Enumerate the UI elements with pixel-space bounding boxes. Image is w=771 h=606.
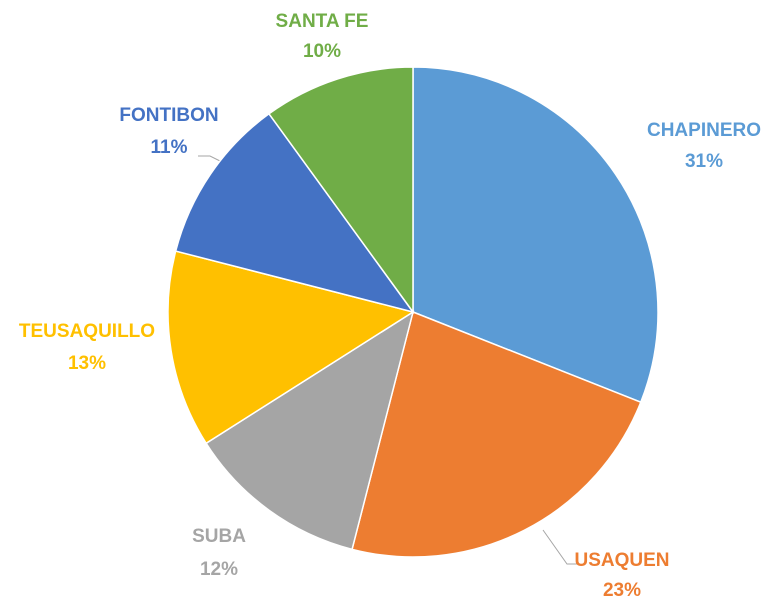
leader-line — [542, 529, 580, 565]
slice-value-label: 13% — [68, 353, 106, 374]
slice-label: USAQUEN — [574, 550, 669, 571]
slice-value-label: 31% — [685, 151, 723, 172]
pie-slice — [205, 310, 415, 551]
pie-slice — [412, 66, 659, 404]
slice-value-label: 10% — [303, 41, 341, 62]
slice-label: CHAPINERO — [647, 120, 761, 141]
pie-slice — [167, 250, 415, 445]
slice-value-label: 11% — [151, 137, 188, 158]
pie-slice — [351, 310, 642, 558]
slice-label: FONTIBON — [119, 105, 218, 126]
pie-slice — [267, 66, 414, 315]
slice-value-label: 12% — [200, 559, 238, 580]
slice-value-label: 23% — [603, 580, 641, 601]
slice-label: SANTA FE — [276, 11, 369, 32]
slice-label: TEUSAQUILLO — [19, 321, 155, 342]
leader-line — [198, 155, 223, 163]
pie-slice — [174, 112, 415, 314]
slice-label: SUBA — [192, 526, 246, 547]
